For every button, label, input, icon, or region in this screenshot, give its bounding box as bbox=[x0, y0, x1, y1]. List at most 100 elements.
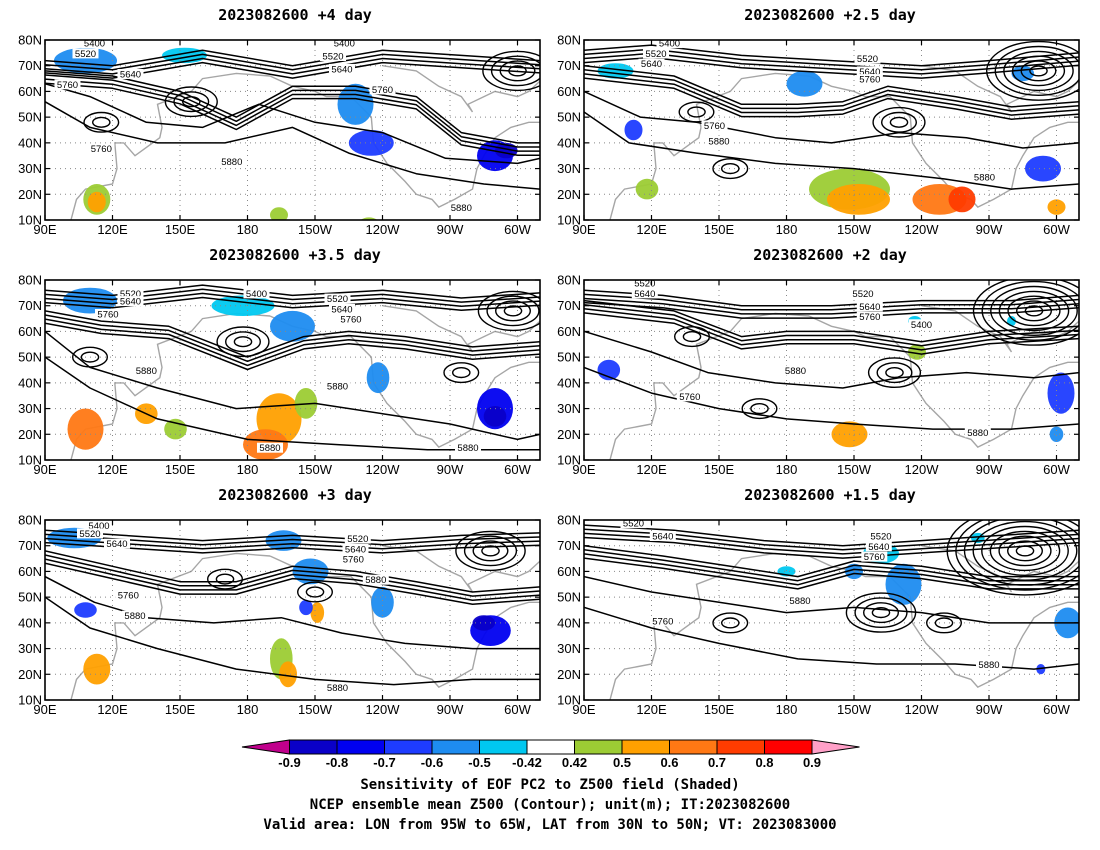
z500-contour bbox=[584, 330, 1079, 389]
closed-contour-1 bbox=[477, 290, 540, 332]
lon-tick-label: 120W bbox=[905, 222, 940, 237]
contour-label: 5880 bbox=[457, 443, 478, 454]
contour-label: 5880 bbox=[967, 428, 988, 439]
z500-contour bbox=[45, 310, 540, 358]
contour-label-bg bbox=[656, 40, 683, 49]
closed-contour-1 bbox=[1024, 305, 1044, 317]
colorbar-box-11 bbox=[764, 739, 813, 755]
z500-contour bbox=[584, 301, 1079, 319]
contour-label: 5520 bbox=[857, 54, 878, 65]
contour-label: 5400 bbox=[246, 289, 267, 300]
contour-label-bg bbox=[649, 531, 676, 541]
z500-contour bbox=[584, 90, 1079, 149]
z500-contour bbox=[45, 49, 540, 67]
lat-tick-label: 70N bbox=[557, 58, 581, 73]
contour-label: 5640 bbox=[634, 289, 655, 300]
lat-tick-label: 60N bbox=[18, 564, 42, 579]
z500-contour bbox=[45, 550, 540, 593]
z500-contour bbox=[584, 111, 1079, 190]
sensitivity-shading-6 bbox=[483, 406, 507, 427]
sensitivity-shading-6 bbox=[472, 615, 496, 631]
sensitivity-shading-4 bbox=[1049, 426, 1064, 442]
contour-label: 5520 bbox=[75, 49, 96, 60]
contour-label: 5520 bbox=[634, 279, 655, 290]
sensitivity-shading-8 bbox=[87, 191, 106, 213]
z500-contour bbox=[45, 296, 540, 312]
closed-contour-4 bbox=[443, 362, 480, 384]
lat-tick-label: 30N bbox=[557, 401, 581, 416]
footer-title-shaded: Sensitivity of EOF PC2 to Z500 field (Sh… bbox=[360, 777, 740, 793]
contour-label-bg bbox=[649, 615, 676, 626]
contour-label: 5760 bbox=[91, 144, 112, 155]
z500-contour bbox=[584, 69, 1079, 112]
contour-label: 5880 bbox=[327, 382, 348, 393]
lat-tick-label: 20N bbox=[18, 667, 42, 682]
z500-contour bbox=[45, 318, 540, 367]
closed-contour-3 bbox=[674, 326, 711, 348]
closed-contour-2 bbox=[885, 367, 904, 379]
contour-label: 5640 bbox=[331, 64, 352, 75]
contour-label-bg bbox=[320, 51, 346, 61]
closed-contour-2 bbox=[876, 362, 913, 384]
lat-tick-label: 10N bbox=[18, 213, 42, 228]
lon-tick-label: 90E bbox=[33, 702, 56, 717]
colorbar-label: 0.7 bbox=[708, 755, 726, 770]
z500-contour bbox=[45, 330, 540, 441]
closed-contour-4 bbox=[721, 617, 740, 629]
closed-contour-1 bbox=[472, 540, 509, 562]
closed-contour-1 bbox=[955, 520, 1079, 591]
lat-tick-label: 30N bbox=[18, 641, 42, 656]
contour-label-bg bbox=[95, 309, 121, 319]
closed-contour-3 bbox=[682, 331, 702, 343]
coastline-2 bbox=[808, 315, 1079, 448]
contour-label-bg bbox=[342, 543, 369, 554]
contour-label-bg bbox=[218, 156, 245, 167]
contour-label-bg bbox=[243, 288, 270, 299]
colorbar-label: -0.9 bbox=[278, 755, 300, 770]
contour-label: 5760 bbox=[118, 591, 139, 602]
contour-label-bg bbox=[854, 53, 881, 64]
closed-contour-1 bbox=[499, 60, 536, 82]
closed-contour-3 bbox=[934, 617, 954, 629]
closed-contour-2 bbox=[206, 568, 243, 590]
contour-label: 5640 bbox=[345, 544, 366, 555]
contour-label: 5880 bbox=[451, 203, 472, 214]
contour-label-bg bbox=[77, 528, 103, 539]
closed-contour-1 bbox=[463, 535, 518, 567]
sensitivity-shading-4 bbox=[371, 586, 394, 618]
contour-label-bg bbox=[701, 120, 728, 131]
closed-contour-2 bbox=[881, 111, 918, 133]
lon-tick-label: 150W bbox=[298, 462, 333, 477]
contour-label-bg bbox=[971, 171, 998, 182]
lon-tick-label: 150E bbox=[165, 222, 196, 237]
lat-tick-label: 10N bbox=[18, 693, 42, 708]
lon-tick-label: 90E bbox=[572, 462, 595, 477]
closed-contour-1 bbox=[981, 525, 1069, 576]
lon-tick-label: 90E bbox=[33, 222, 56, 237]
contour-label: 5880 bbox=[365, 575, 386, 586]
colorbar-box-8 bbox=[621, 739, 670, 755]
closed-contour-1 bbox=[1015, 545, 1035, 557]
lon-tick-label: 120E bbox=[636, 702, 667, 717]
closed-contour-1 bbox=[1007, 540, 1044, 562]
closed-contour-1 bbox=[1016, 300, 1053, 322]
z500-contour bbox=[584, 293, 1079, 311]
lat-tick-label: 60N bbox=[557, 564, 581, 579]
contour-label: 5760 bbox=[372, 85, 393, 96]
coastline-3 bbox=[382, 65, 540, 113]
z500-contour bbox=[45, 292, 540, 307]
closed-contour-3 bbox=[926, 612, 963, 634]
contour-label-bg bbox=[964, 427, 991, 438]
panel-title-1: 2023082600 +4 day bbox=[218, 6, 372, 24]
panel-title-2: 2023082600 +2.5 day bbox=[744, 6, 916, 24]
lon-tick-label: 150E bbox=[165, 462, 196, 477]
lon-tick-label: 120E bbox=[97, 222, 128, 237]
contour-label: 5640 bbox=[652, 532, 673, 543]
z500-contour bbox=[584, 299, 1079, 343]
colorbar-box-5 bbox=[479, 739, 528, 755]
contour-label: 5640 bbox=[120, 297, 141, 308]
